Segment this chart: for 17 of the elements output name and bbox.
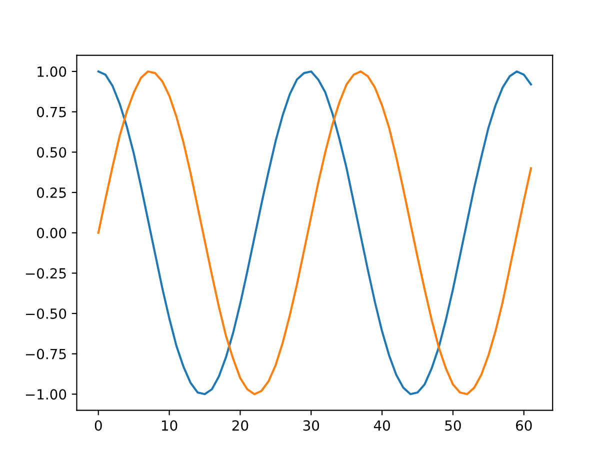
y-tick-label: 1.00: [38, 66, 66, 77]
y-tick-label: −1.00: [26, 389, 66, 400]
y-tick-label: −0.25: [26, 268, 66, 279]
x-tick-label: 0: [94, 420, 102, 431]
y-tick-label: 0.00: [37, 228, 66, 238]
x-tick-label: 40: [374, 420, 390, 431]
y-tick-label: 0.50: [37, 147, 66, 158]
y-tick-label: 0.75: [37, 106, 66, 118]
line-series: [97, 70, 532, 396]
x-tick-label: 20: [232, 420, 248, 431]
x-tick-label: 60: [516, 420, 532, 431]
y-tick-label: −0.50: [26, 308, 66, 319]
x-tick-label: 30: [303, 420, 320, 431]
x-tick-label: 10: [162, 420, 178, 431]
y-tick-label: 0.25: [37, 187, 66, 198]
y-tick-label: −0.75: [26, 348, 66, 360]
x-tick-label: 50: [445, 420, 461, 431]
